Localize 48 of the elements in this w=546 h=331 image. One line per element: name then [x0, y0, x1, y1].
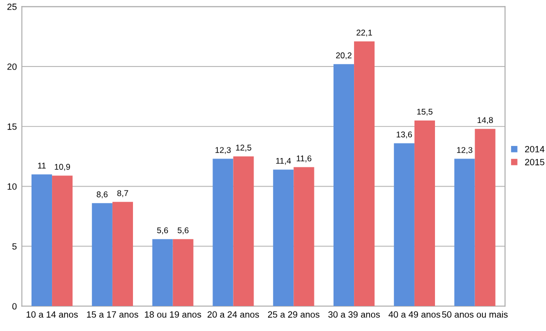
- data-label: 11,6: [296, 155, 312, 162]
- bar: [112, 202, 133, 306]
- bar: [474, 128, 496, 306]
- data-label: 11,4: [276, 158, 291, 165]
- bar: [92, 203, 112, 306]
- bar: [152, 239, 173, 306]
- x-tick-label: 50 anos ou mais: [442, 311, 508, 318]
- data-label: 22,1: [356, 30, 372, 37]
- x-tick-label: 10 a 14 anos: [26, 311, 78, 318]
- y-tick-label: 20: [7, 64, 17, 70]
- y-tick-label: 0: [12, 303, 17, 310]
- bar: [454, 158, 475, 306]
- data-label: 12,5: [236, 144, 252, 152]
- bar: [334, 64, 354, 306]
- bar: [52, 176, 73, 306]
- data-label: 12,3: [457, 147, 472, 154]
- bar: [273, 170, 294, 306]
- y-tick-label: 10: [8, 183, 17, 190]
- x-tick-label: 15 a 17 anos: [87, 311, 138, 318]
- data-label: 10,9: [54, 164, 70, 171]
- bar: [172, 239, 194, 306]
- y-tick-label: 25: [7, 4, 17, 10]
- y-tick-label: 5: [12, 243, 17, 250]
- data-label: 20,2: [336, 52, 352, 60]
- x-tick-label: 18 ou 19 anos: [144, 311, 202, 318]
- bar: [212, 158, 234, 306]
- data-label: 12,3: [216, 147, 231, 154]
- data-label: 8,7: [117, 190, 128, 198]
- data-label: 5,6: [157, 227, 168, 234]
- y-tick-label: 15: [8, 124, 17, 130]
- legend-label: 2015: [525, 158, 544, 166]
- bar: [354, 41, 375, 306]
- data-label: 13,6: [396, 132, 412, 138]
- bar: [294, 167, 314, 306]
- bar: [414, 120, 435, 306]
- data-label: 11: [38, 162, 46, 168]
- x-tick-label: 40 a 49 anos: [388, 311, 440, 318]
- bar: [32, 174, 52, 306]
- data-label: 5,6: [178, 227, 189, 234]
- data-label: 14,8: [478, 117, 493, 124]
- legend-label: 2014: [525, 146, 544, 152]
- data-label: 15,5: [417, 108, 432, 116]
- data-label: 8,6: [96, 191, 108, 198]
- bar: [394, 143, 414, 306]
- x-tick-label: 20 a 24 anos: [208, 311, 260, 318]
- x-tick-label: 30 a 39 anos: [328, 311, 380, 318]
- bar: [233, 156, 254, 306]
- x-tick-label: 25 a 29 anos: [268, 311, 320, 318]
